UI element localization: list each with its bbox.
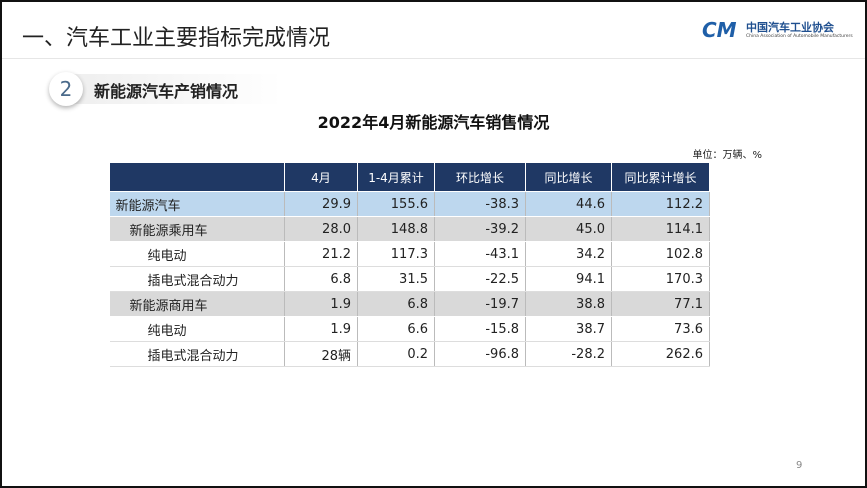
table-cell: 38.7	[525, 316, 612, 342]
table-cell: 38.8	[525, 291, 612, 317]
table-cell: 0.2	[357, 341, 435, 367]
header-row: 4月 1-4月累计 环比增长 同比增长 同比累计增长	[109, 162, 710, 192]
column-header: 4月	[284, 162, 358, 192]
logo-name: 中国汽车工业协会	[746, 21, 834, 34]
table-cell: 45.0	[525, 216, 612, 242]
row-label: 插电式混合动力	[109, 341, 285, 367]
table-cell: 44.6	[525, 191, 612, 217]
row-label: 纯电动	[109, 316, 285, 342]
section-bar	[62, 74, 282, 104]
table-cell: 102.8	[611, 241, 710, 267]
table-cell: 94.1	[525, 266, 612, 292]
section-number: 2	[49, 72, 83, 106]
table-row: 新能源乘用车 28.0 148.8 -39.2 45.0 114.1	[109, 216, 710, 242]
table-cell: 117.3	[357, 241, 435, 267]
row-label: 新能源汽车	[109, 191, 285, 217]
table-cell: 114.1	[611, 216, 710, 242]
table-cell: 73.6	[611, 316, 710, 342]
table-cell: -39.2	[434, 216, 526, 242]
logo-subtitle: China Association of Automobile Manufact…	[746, 34, 853, 39]
column-header: 同比累计增长	[611, 162, 710, 192]
table-cell: 1.9	[284, 316, 358, 342]
page-number: 9	[796, 460, 803, 471]
table-cell: 6.8	[284, 266, 358, 292]
table-cell: -19.7	[434, 291, 526, 317]
row-label: 新能源乘用车	[109, 216, 285, 242]
table-cell: -43.1	[434, 241, 526, 267]
table-cell: 28辆	[284, 341, 358, 367]
logo: CM 中国汽车工业协会 China Association of Automob…	[702, 16, 853, 46]
logo-mark: CM	[702, 18, 737, 42]
table-cell: 34.2	[525, 241, 612, 267]
table-cell: 155.6	[357, 191, 435, 217]
table-cell: -38.3	[434, 191, 526, 217]
table-cell: 31.5	[357, 266, 435, 292]
table-cell: -22.5	[434, 266, 526, 292]
row-label: 新能源商用车	[109, 291, 285, 317]
divider	[2, 58, 865, 59]
column-header: 环比增长	[434, 162, 526, 192]
row-label: 插电式混合动力	[109, 266, 285, 292]
table-cell: 148.8	[357, 216, 435, 242]
table-cell: 6.8	[357, 291, 435, 317]
table-cell: 1.9	[284, 291, 358, 317]
table-cell: 77.1	[611, 291, 710, 317]
table-row: 纯电动 21.2 117.3 -43.1 34.2 102.8	[109, 241, 710, 267]
table-cell: -96.8	[434, 341, 526, 367]
table-cell: 21.2	[284, 241, 358, 267]
column-header: 1-4月累计	[357, 162, 435, 192]
table-cell: 170.3	[611, 266, 710, 292]
table-cell: -28.2	[525, 341, 612, 367]
table-cell: 262.6	[611, 341, 710, 367]
table-row: 新能源商用车 1.9 6.8 -19.7 38.8 77.1	[109, 291, 710, 317]
header-cell	[109, 162, 285, 192]
slide-title: 一、汽车工业主要指标完成情况	[22, 26, 331, 51]
column-header: 同比增长	[525, 162, 612, 192]
table-cell: 28.0	[284, 216, 358, 242]
table-cell: 6.6	[357, 316, 435, 342]
data-table: 4月 1-4月累计 环比增长 同比增长 同比累计增长 新能源汽车 29.9 155.6 -38…	[109, 162, 710, 367]
table-row: 纯电动 1.9 6.6 -15.8 38.7 73.6	[109, 316, 710, 342]
table-row: 新能源汽车 29.9 155.6 -38.3 44.6 112.2	[109, 191, 710, 217]
table-unit: 单位：万辆、%	[692, 150, 762, 161]
table-cell: 29.9	[284, 191, 358, 217]
row-label: 纯电动	[109, 241, 285, 267]
table-row: 插电式混合动力 28辆 0.2 -96.8 -28.2 262.6	[109, 341, 710, 367]
table-cell: 112.2	[611, 191, 710, 217]
table-body: 新能源汽车 29.9 155.6 -38.3 44.6 112.2 新能源乘用车 28.0 14…	[109, 191, 710, 367]
table-row: 插电式混合动力 6.8 31.5 -22.5 94.1 170.3	[109, 266, 710, 292]
table-cell: -15.8	[434, 316, 526, 342]
section-title: 新能源汽车产销情况	[94, 82, 239, 101]
table-title: 2022年4月新能源汽车销售情况	[317, 113, 550, 132]
